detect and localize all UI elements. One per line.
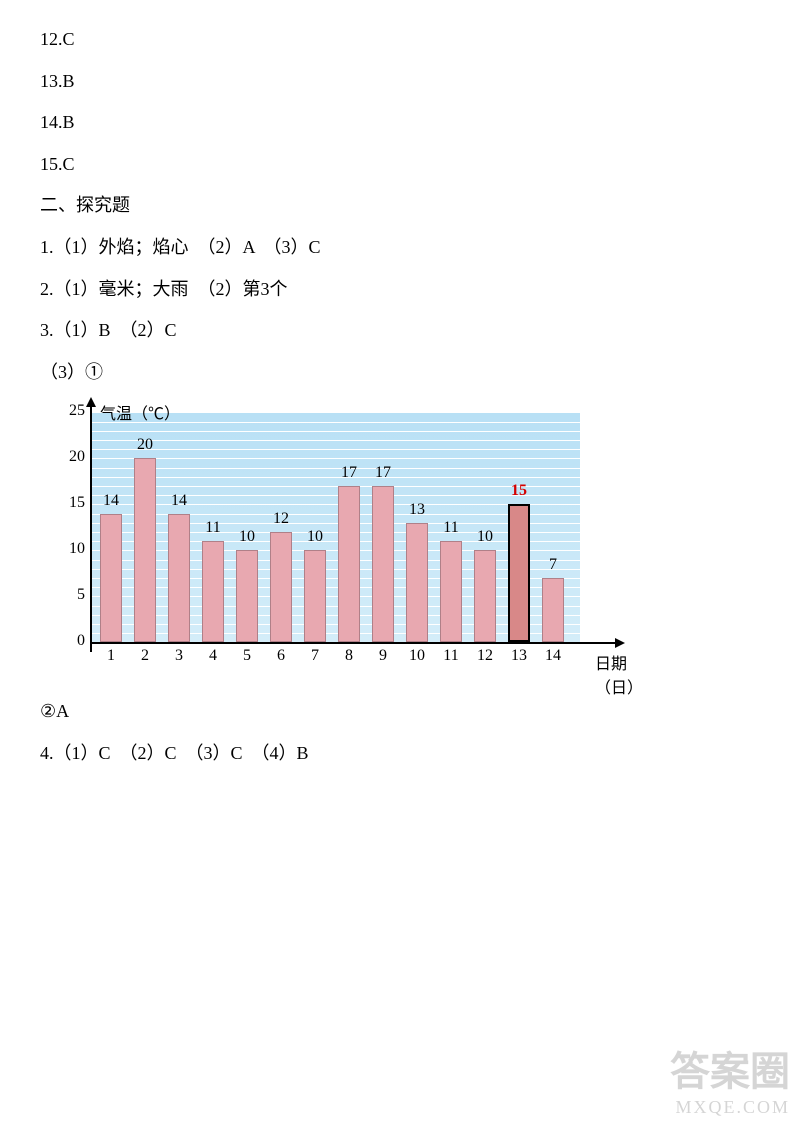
bar xyxy=(100,514,122,643)
answer-14: 14.B xyxy=(40,103,760,143)
q2-3-3-2: ②A xyxy=(40,692,760,732)
y-tick-label: 25 xyxy=(45,402,85,420)
bar-value-label: 14 xyxy=(164,492,194,510)
bar-value-label: 17 xyxy=(334,464,364,482)
watermark-text-en: MXQE.COM xyxy=(670,1097,790,1118)
x-axis-title: 日期（日） xyxy=(595,650,643,698)
bar xyxy=(508,504,530,642)
bar xyxy=(372,486,394,642)
y-tick-label: 0 xyxy=(45,632,85,650)
bar xyxy=(338,486,360,642)
q2-4: 4.（1）C （2）C （3）C （4）B xyxy=(40,734,760,774)
bar-value-label: 14 xyxy=(96,492,126,510)
bar xyxy=(542,578,564,642)
watermark: 答案圈 MXQE.COM xyxy=(670,1039,790,1118)
bar-value-label: 10 xyxy=(232,528,262,546)
bar-value-label: 11 xyxy=(198,519,228,537)
y-tick-label: 5 xyxy=(45,586,85,604)
q2-3-3: （3）① xyxy=(40,353,760,393)
x-tick-label: 5 xyxy=(232,647,262,665)
bar-value-label: 17 xyxy=(368,464,398,482)
x-tick-label: 1 xyxy=(96,647,126,665)
x-axis-arrow xyxy=(615,638,625,648)
bar xyxy=(236,550,258,642)
bar xyxy=(134,458,156,642)
bar xyxy=(270,532,292,642)
x-tick-label: 12 xyxy=(470,647,500,665)
x-axis xyxy=(90,642,620,644)
answer-13: 13.B xyxy=(40,62,760,102)
x-tick-label: 2 xyxy=(130,647,160,665)
bar xyxy=(440,541,462,642)
bar xyxy=(474,550,496,642)
x-tick-label: 7 xyxy=(300,647,330,665)
x-tick-label: 8 xyxy=(334,647,364,665)
bar-value-label: 11 xyxy=(436,519,466,537)
bar-value-label: 12 xyxy=(266,510,296,528)
bar xyxy=(304,550,326,642)
y-tick-label: 15 xyxy=(45,494,85,512)
q2-1: 1.（1）外焰；焰心 （2）A （3）C xyxy=(40,228,760,268)
bar xyxy=(406,523,428,643)
watermark-text-cn: 答案圈 xyxy=(670,1039,790,1097)
x-tick-label: 4 xyxy=(198,647,228,665)
bar-value-label: 7 xyxy=(538,556,568,574)
section-2-title: 二、探究题 xyxy=(40,186,760,226)
x-tick-label: 9 xyxy=(368,647,398,665)
y-tick-label: 10 xyxy=(45,540,85,558)
x-tick-label: 11 xyxy=(436,647,466,665)
temperature-chart: 气温（℃） 日期（日） 0510152025 14201411101210171… xyxy=(40,402,600,682)
bar-value-label: 20 xyxy=(130,436,160,454)
bar xyxy=(168,514,190,643)
y-axis-arrow xyxy=(86,397,96,407)
x-tick-label: 13 xyxy=(504,647,534,665)
bar-value-label: 10 xyxy=(470,528,500,546)
y-tick-label: 20 xyxy=(45,448,85,466)
bar xyxy=(202,541,224,642)
x-tick-label: 14 xyxy=(538,647,568,665)
x-tick-label: 10 xyxy=(402,647,432,665)
bar-value-label: 10 xyxy=(300,528,330,546)
x-tick-label: 3 xyxy=(164,647,194,665)
bar-value-label: 15 xyxy=(504,482,534,500)
bar-value-label: 13 xyxy=(402,501,432,519)
q2-2: 2.（1）毫米；大雨 （2）第3个 xyxy=(40,270,760,310)
q2-3: 3.（1）B （2）C xyxy=(40,311,760,351)
answer-12: 12.C xyxy=(40,20,760,60)
bars-area xyxy=(90,412,580,642)
answer-15: 15.C xyxy=(40,145,760,185)
x-tick-label: 6 xyxy=(266,647,296,665)
